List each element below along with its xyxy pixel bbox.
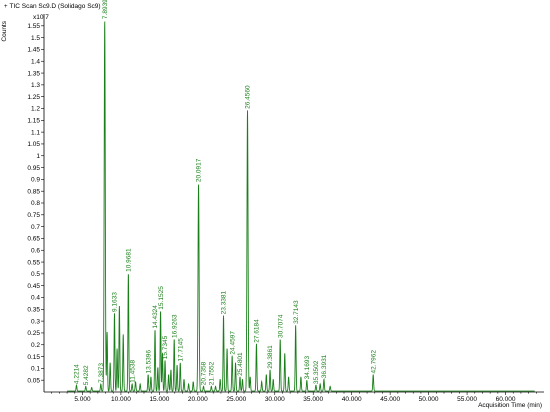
peak-label: 9.1633 — [112, 292, 119, 312]
y-tick-label: 0.3 — [31, 318, 40, 325]
peak-label: 7.8939 — [102, 0, 109, 19]
peak-label: 15.7345 — [162, 335, 169, 359]
y-multiplier: x10 7 — [33, 14, 49, 21]
x-tick-label: 40.000 — [342, 396, 362, 403]
x-tick-label: 45.000 — [380, 396, 400, 403]
peak-label: 30.7074 — [277, 314, 284, 338]
y-tick-label: 1.45 — [27, 47, 40, 54]
y-tick-label: 0.05 — [27, 377, 40, 384]
y-tick-label: 0.7 — [31, 224, 40, 231]
peak-label: 27.6184 — [254, 319, 261, 343]
peak-label: 5.4282 — [83, 365, 90, 385]
y-tick-label: 1.25 — [27, 94, 40, 101]
tic-trace — [67, 21, 535, 392]
y-tick-label: 1.2 — [31, 106, 40, 113]
y-tick-label: 0.6 — [31, 247, 40, 254]
y-tick-label: 0.25 — [27, 330, 40, 337]
peak-label: 29.3861 — [267, 345, 274, 369]
peak-label: 23.3381 — [221, 291, 228, 315]
y-tick-label: 0.55 — [27, 259, 40, 266]
peak-label: 17.7145 — [177, 338, 184, 362]
x-tick-label: 55.000 — [457, 396, 477, 403]
peak-label: 15.1525 — [158, 286, 165, 310]
peak-label: 26.4560 — [245, 85, 252, 109]
x-tick-label: 10.000 — [111, 396, 131, 403]
y-tick-label: 1.05 — [27, 141, 40, 148]
x-tick-label: 15.000 — [149, 396, 169, 403]
y-tick-label: 0.2 — [31, 342, 40, 349]
y-tick-label: 1.5 — [31, 35, 40, 42]
y-tick-label: 1.55 — [27, 23, 40, 30]
x-tick-label: 25.000 — [226, 396, 246, 403]
chart-header: + TIC Scan Sc9.D (Solidago Sc9) — [4, 3, 101, 10]
peak-label: 34.1693 — [304, 355, 311, 379]
y-tick-label: 1 — [36, 153, 40, 160]
x-tick-label: 60.000 — [496, 396, 516, 403]
chart-title: TIC Scan Sc9.D (Solidago Sc9) — [9, 3, 101, 10]
peak-label: 25.4801 — [237, 352, 244, 376]
peak-label: 14.4324 — [152, 305, 159, 329]
peak-label: 10.9681 — [126, 248, 133, 272]
peak-label: 20.7358 — [201, 361, 208, 385]
y-tick-label: 0.4 — [31, 295, 40, 302]
y-tick-label: 0.15 — [27, 354, 40, 361]
expand-marker[interactable]: + — [4, 4, 8, 10]
y-tick-label: 0.1 — [31, 366, 40, 373]
peak-label: 21.7552 — [209, 361, 216, 385]
peak-label: 16.9263 — [171, 314, 178, 338]
x-axis-label: Acquisition Time (min) — [478, 402, 542, 409]
x-tick-label: 50.000 — [419, 396, 439, 403]
x-tick-label: 20.000 — [188, 396, 208, 403]
y-tick-label: 1.15 — [27, 118, 40, 125]
y-tick-label: 0.35 — [27, 307, 40, 314]
y-tick-label: 1.1 — [31, 129, 40, 136]
peak-label: 13.5396 — [145, 350, 152, 374]
y-tick-label: 1.35 — [27, 70, 40, 77]
y-tick-label: 0.65 — [27, 236, 40, 243]
x-tick-label: 5.000 — [74, 396, 91, 403]
peak-label: 35.3502 — [313, 360, 320, 384]
y-tick-label: 0.45 — [27, 283, 40, 290]
x-tick-label: 30.000 — [265, 396, 285, 403]
peak-label: 36.3931 — [321, 354, 328, 378]
y-tick-label: 0.5 — [31, 271, 40, 278]
y-tick-label: 0.9 — [31, 177, 40, 184]
y-tick-label: 0.95 — [27, 165, 40, 172]
y-tick-label: 0.75 — [27, 212, 40, 219]
peak-label: 24.4597 — [229, 331, 236, 355]
peak-label: 32.7143 — [293, 300, 300, 324]
peak-label: 11.4538 — [129, 360, 136, 383]
peak-label: 7.3873 — [98, 363, 105, 383]
y-tick-label: 0.85 — [27, 188, 40, 195]
y-tick-label: 1.4 — [31, 58, 40, 65]
x-tick-label: 35.000 — [303, 396, 323, 403]
peak-label: 4.2214 — [74, 364, 81, 384]
y-tick-label: 0.8 — [31, 200, 40, 207]
y-tick-label: 1.3 — [31, 82, 40, 89]
peak-label: 20.0917 — [196, 158, 203, 182]
peak-label: 42.7962 — [370, 350, 377, 374]
